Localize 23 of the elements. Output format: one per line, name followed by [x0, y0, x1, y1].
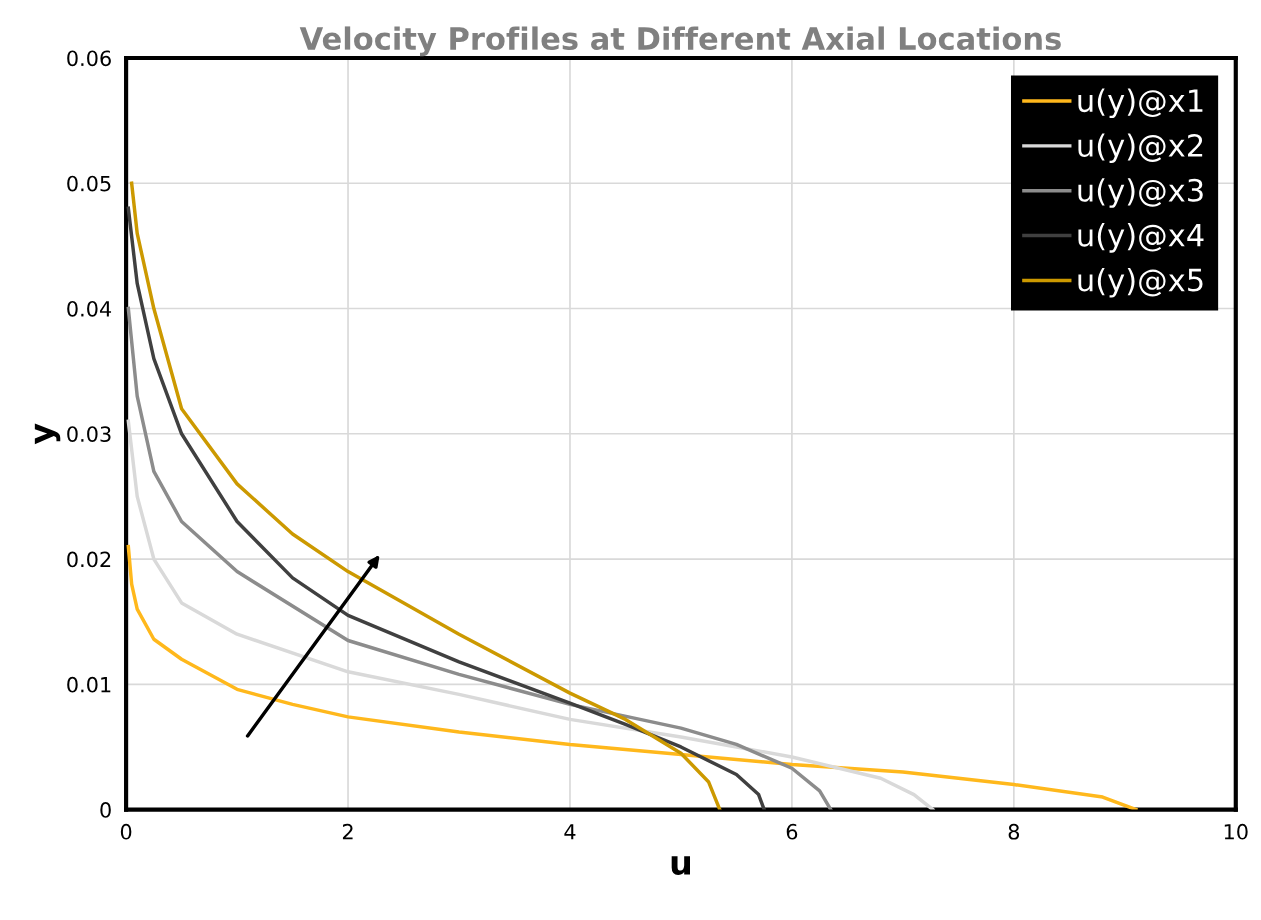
legend-label: u(y)@x1 — [1078, 88, 1203, 119]
x-tick-label: 8 — [1008, 823, 1020, 840]
y-tick-label: 0 — [100, 802, 111, 818]
x-tick-label: 2 — [342, 823, 353, 840]
y-tick-label: 0.01 — [67, 676, 111, 693]
chart-title: Velocity Profiles at Different Axial Locations — [299, 26, 1061, 57]
legend-label: u(y)@x5 — [1078, 267, 1203, 298]
line-series — [126, 544, 1138, 810]
line-series — [126, 306, 833, 810]
y-tick-label: 0.04 — [67, 300, 112, 317]
y-tick-label: 0.05 — [67, 175, 111, 192]
x-tick-label: 10 — [1224, 823, 1248, 840]
y-axis-title: y — [34, 423, 61, 445]
legend-label: u(y)@x2 — [1078, 133, 1203, 163]
legend-label: u(y)@x3 — [1078, 178, 1203, 208]
x-tick-label: 4 — [564, 824, 576, 840]
y-tick-label: 0.06 — [67, 50, 111, 67]
y-tick-label: 0.03 — [67, 426, 111, 442]
legend-label: u(y)@x4 — [1078, 223, 1204, 253]
x-tick-label: 0 — [120, 823, 132, 840]
x-axis-title: u — [671, 856, 691, 876]
x-tick-label: 6 — [786, 823, 798, 840]
y-tick-label: 0.02 — [67, 551, 111, 568]
